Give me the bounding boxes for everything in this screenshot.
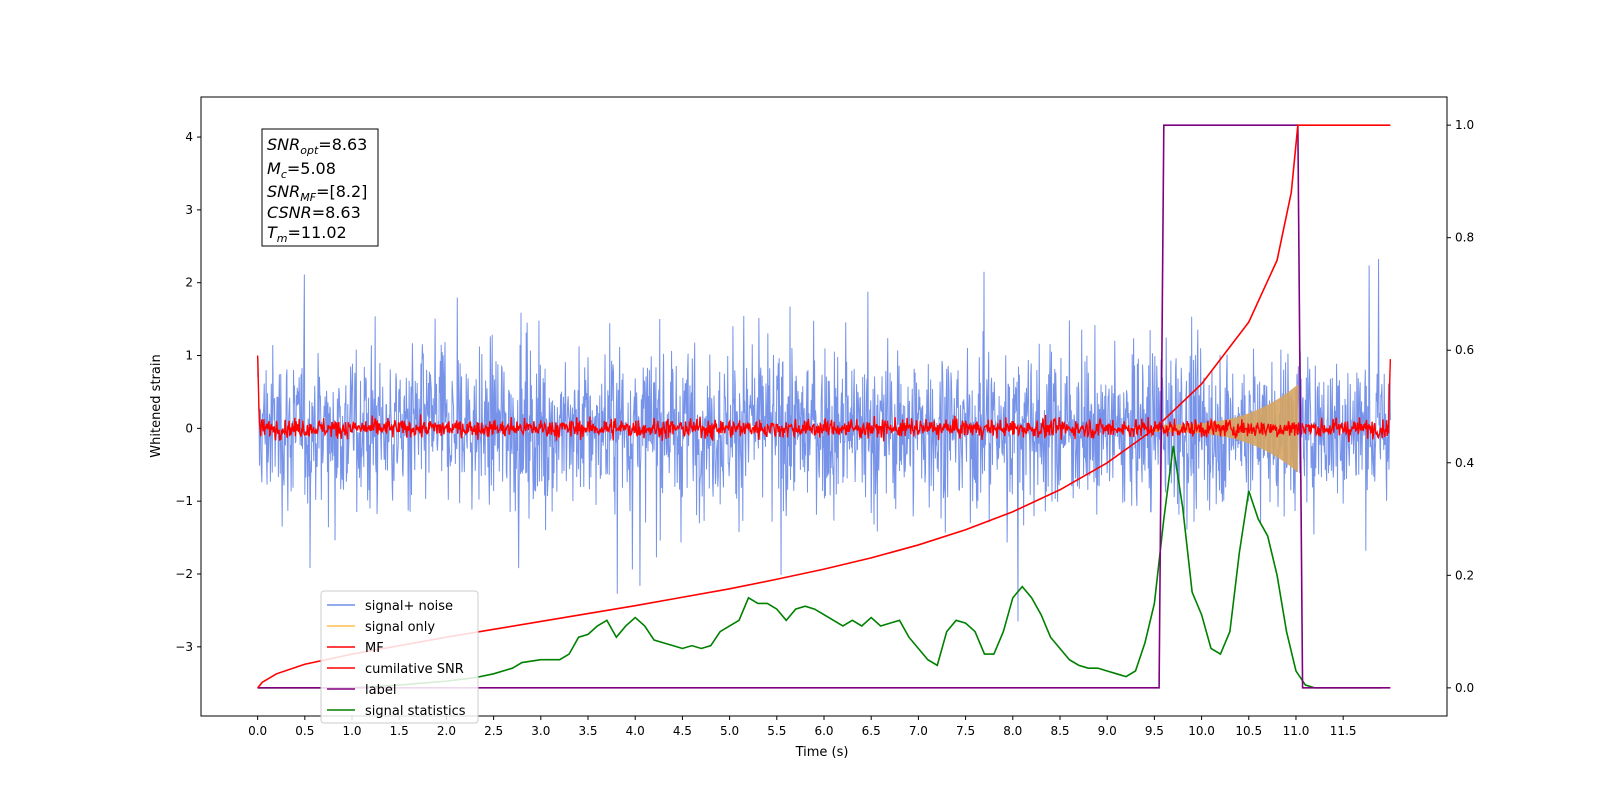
mf-line — [256, 355, 1392, 443]
x-tick-label: 5.0 — [720, 724, 739, 738]
signal-noise-line — [257, 258, 1391, 622]
x-tick-label: 9.0 — [1098, 724, 1117, 738]
y-tick-label: 2 — [185, 276, 193, 290]
x-tick-label: 8.0 — [1003, 724, 1022, 738]
info-csnr: CSNR=8.63 — [267, 203, 361, 222]
y-tick-label: 3 — [185, 203, 193, 217]
ticks-layer: 0.0 0.5 1.0 1.5 2.0 2.5 3.0 3.5 4.0 4.5 5.0 5.5 6.0 6… — [175, 118, 1474, 738]
y-tick-label: 4 — [185, 130, 193, 144]
x-tick-label: 5.5 — [767, 724, 786, 738]
x-tick-label: 0.5 — [295, 724, 314, 738]
label-line — [257, 124, 1391, 689]
x-tick-label: 9.5 — [1145, 724, 1164, 738]
y-tick-label: −2 — [175, 567, 193, 581]
x-tick-label: 10.0 — [1188, 724, 1215, 738]
x-tick-label: 6.0 — [814, 724, 833, 738]
info-tm: Tm=11.02 — [267, 223, 347, 245]
legend-label: signal only — [365, 620, 435, 635]
info-box-frame — [261, 128, 379, 247]
y-tick-label: −1 — [175, 494, 193, 508]
y-right-tick-label: 1.0 — [1455, 118, 1474, 132]
y-tick-label: 1 — [185, 349, 193, 363]
y-right-tick-label: 0.0 — [1455, 681, 1474, 695]
legend-label: MF — [365, 641, 384, 656]
legend-label: cumilative SNR — [365, 662, 464, 677]
series-layer — [256, 124, 1392, 689]
y-axis-title: Whitened strain — [149, 354, 164, 457]
legend-label: signal+ noise — [365, 599, 453, 614]
y-right-tick-label: 0.4 — [1455, 456, 1474, 470]
x-tick-label: 11.5 — [1330, 724, 1357, 738]
legend: signal+ noise signal only MF cumilative SNR… — [320, 590, 479, 724]
legend-label: label — [365, 683, 396, 698]
x-tick-label: 0.0 — [248, 724, 267, 738]
x-tick-label: 1.0 — [342, 724, 361, 738]
x-tick-label: 7.0 — [909, 724, 928, 738]
x-tick-label: 2.0 — [437, 724, 456, 738]
legend-frame — [320, 590, 479, 724]
x-tick-label: 8.5 — [1050, 724, 1069, 738]
x-tick-label: 6.5 — [862, 724, 881, 738]
y-tick-label: 0 — [185, 421, 193, 435]
x-tick-label: 11.0 — [1283, 724, 1310, 738]
x-tick-label: 1.5 — [390, 724, 409, 738]
x-tick-label: 3.0 — [531, 724, 550, 738]
signal-only-line — [1153, 384, 1299, 472]
info-mc: Mc=5.08 — [267, 159, 336, 181]
y-tick-label: −3 — [175, 640, 193, 654]
x-tick-label: 2.5 — [484, 724, 503, 738]
y-right-tick-label: 0.2 — [1455, 568, 1474, 582]
info-snr-mf: SNRMF=[8.2] — [267, 182, 367, 204]
signal-statistics-line — [257, 445, 1381, 689]
info-box: SNRopt=8.63 Mc=5.08 SNRMF=[8.2] CSNR=8.6… — [261, 128, 379, 247]
y-right-tick-label: 0.6 — [1455, 343, 1474, 357]
info-snr-opt: SNRopt=8.63 — [267, 135, 367, 157]
x-tick-label: 4.5 — [673, 724, 692, 738]
x-tick-label: 4.0 — [626, 724, 645, 738]
legend-label: signal statistics — [365, 704, 466, 719]
y-right-tick-label: 0.8 — [1455, 231, 1474, 245]
x-axis-title: Time (s) — [795, 745, 849, 760]
x-tick-label: 3.5 — [578, 724, 597, 738]
x-tick-label: 7.5 — [956, 724, 975, 738]
x-tick-label: 10.5 — [1235, 724, 1262, 738]
legend-items: signal+ noise signal only MF cumilative SNR… — [327, 599, 466, 719]
